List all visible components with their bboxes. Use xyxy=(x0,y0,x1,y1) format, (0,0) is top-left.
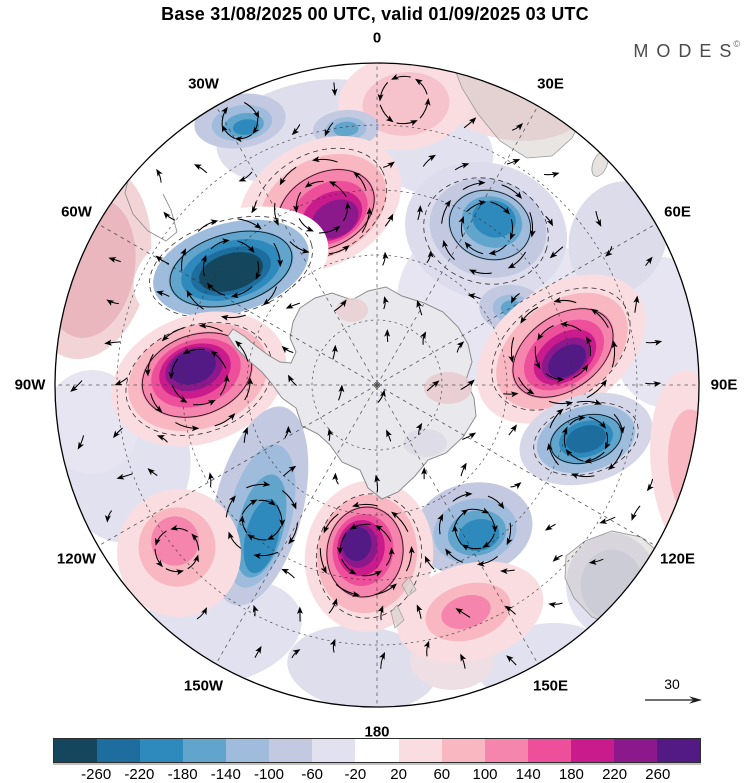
antarctica-pink-overlay xyxy=(424,372,472,404)
wind-vectors xyxy=(70,73,663,669)
colorbar-cell xyxy=(183,739,227,762)
wind-scale-value: 30 xyxy=(664,676,680,692)
colorbar-cell xyxy=(140,739,184,762)
longitude-label-90E: 90E xyxy=(710,376,738,394)
peninsula-pink-overlay xyxy=(336,298,368,322)
colorbar-cell xyxy=(484,739,528,762)
colorbar-tick-label: 140 xyxy=(515,766,541,783)
colorbar-tick-label: -100 xyxy=(253,766,285,783)
anomaly-pink-southeast xyxy=(396,561,544,663)
modes-logo: MODES© xyxy=(633,39,740,62)
longitude-label-90W: 90W xyxy=(14,376,46,394)
colorbar-cell xyxy=(54,739,98,762)
colorbar-cell xyxy=(527,739,571,762)
colorbar-cell xyxy=(398,739,442,762)
map-field xyxy=(55,63,699,707)
tasmania xyxy=(623,636,635,646)
colorbar-tick-label: 220 xyxy=(602,766,628,783)
colorbar-tick-label: -220 xyxy=(124,766,155,783)
new-zealand-south xyxy=(390,604,405,629)
south-america-west-coast xyxy=(62,123,113,215)
longitude-label-0: 0 xyxy=(372,29,382,47)
map-boundary-circle xyxy=(54,62,700,708)
antarctica-lavender-overlay xyxy=(403,429,447,457)
colorbar-cell xyxy=(269,739,313,762)
longitude-label-180: 180 xyxy=(364,723,390,741)
colorbar-tick-label: -20 xyxy=(344,766,367,783)
modes-logo-text: MODES xyxy=(633,41,740,61)
colorbar-tick-label: 100 xyxy=(472,766,498,783)
colorbar-tick-label: 260 xyxy=(645,766,671,783)
longitude-label-120E: 120E xyxy=(659,550,696,567)
colorbar-cell xyxy=(570,739,614,762)
colorbar-cell xyxy=(613,739,657,762)
longitude-label-30E: 30E xyxy=(537,75,564,93)
colorbar-tick-label: -140 xyxy=(210,766,241,783)
longitude-label-150W: 150W xyxy=(183,677,224,694)
longitude-label-120W: 120W xyxy=(56,550,97,567)
colorbar-tick-label: 180 xyxy=(558,766,584,783)
colorbar-cell xyxy=(656,739,700,762)
wind-scale-legend: 30 xyxy=(641,676,713,706)
longitude-label-150E: 150E xyxy=(532,677,569,694)
anomaly-magenta-east xyxy=(476,274,646,424)
colorbar-cell xyxy=(441,739,485,762)
colorbar-cell xyxy=(355,739,399,762)
anomaly-magenta-west xyxy=(111,311,287,447)
longitude-label-30W: 30W xyxy=(188,75,219,93)
anomaly-blue-east xyxy=(519,392,653,486)
colorbar-cell xyxy=(226,739,270,762)
wind-scale-arrow-icon xyxy=(645,696,702,704)
anomaly-navy-low-west xyxy=(133,206,329,328)
colorbar-tick-label: 60 xyxy=(433,766,451,783)
colorbar-tick-label: 20 xyxy=(390,766,407,783)
longitude-label-60W: 60W xyxy=(61,203,92,220)
modes-logo-copyright-icon: © xyxy=(733,39,740,49)
colorbar-cell xyxy=(97,739,141,762)
new-zealand-north xyxy=(401,576,417,597)
longitude-label-60E: 60E xyxy=(664,203,691,220)
colorbar xyxy=(53,738,701,763)
colorbar-tick-label: -60 xyxy=(301,766,324,783)
figure-title: Base 31/08/2025 00 UTC, valid 01/09/2025… xyxy=(161,4,589,24)
colorbar-tick-label: -180 xyxy=(167,766,198,783)
colorbar-tick-label: -260 xyxy=(81,766,112,783)
colorbar-cell xyxy=(312,739,356,762)
